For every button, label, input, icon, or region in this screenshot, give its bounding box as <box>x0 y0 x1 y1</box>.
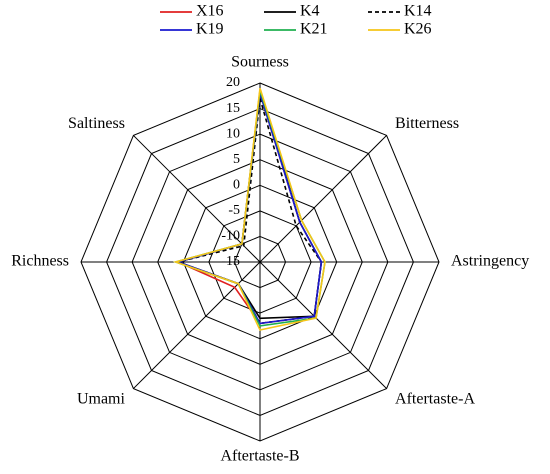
tick-label: 15 <box>226 101 240 116</box>
grid-ring <box>208 210 312 314</box>
spoke <box>259 135 387 263</box>
axis-label: Aftertaste-A <box>395 391 475 408</box>
axis-label: Sourness <box>231 54 289 71</box>
axis-label: Bitterness <box>395 115 459 132</box>
tick-label: 5 <box>233 152 240 167</box>
grid-ring <box>106 108 414 416</box>
legend-label: K26 <box>404 21 432 38</box>
tick-label: 20 <box>226 75 240 90</box>
legend-label: K21 <box>300 21 328 38</box>
grid-ring <box>182 184 338 340</box>
tick-label: 0 <box>233 178 240 193</box>
grid-ring <box>233 235 287 289</box>
series-line <box>175 98 323 325</box>
series-line <box>172 87 326 331</box>
tick-label: -5 <box>228 203 240 218</box>
spoke <box>259 261 387 389</box>
grid-ring <box>131 133 389 391</box>
axis-label: Aftertaste-B <box>220 448 299 465</box>
axis-label: Saltiness <box>68 115 125 132</box>
grid-ring <box>157 159 363 365</box>
tick-label: -10 <box>221 229 240 244</box>
legend-label: K14 <box>404 3 432 20</box>
tick-label: 10 <box>226 126 240 141</box>
axis-label: Umami <box>77 391 126 408</box>
legend-label: K4 <box>300 3 320 20</box>
spoke <box>133 135 261 263</box>
axis-label: Astringency <box>451 253 529 270</box>
axis-label: Richness <box>11 253 69 270</box>
legend-label: K19 <box>196 21 224 38</box>
legend-label: X16 <box>196 3 224 20</box>
spoke <box>133 261 261 389</box>
grid-ring <box>80 82 440 442</box>
